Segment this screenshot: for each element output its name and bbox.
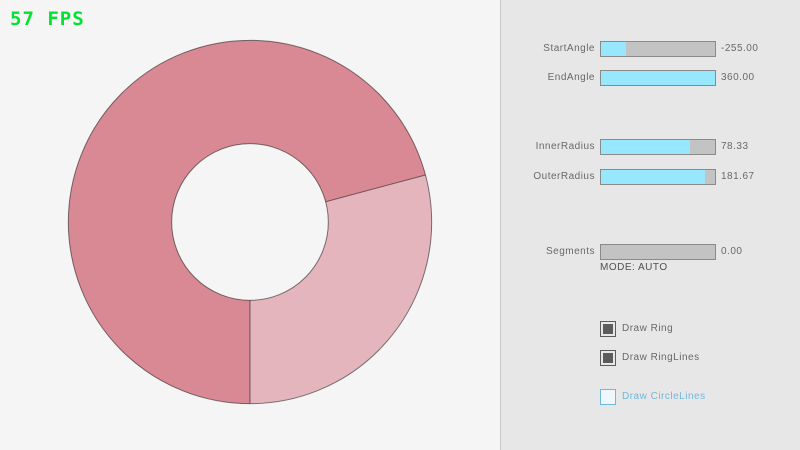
outerradius-slider[interactable] <box>600 169 716 185</box>
slider-row-startangle: StartAngle -255.00 <box>0 41 800 57</box>
draw-ring-label: Draw Ring <box>622 323 674 334</box>
innerradius-slider-fill <box>601 140 690 154</box>
innerradius-label: InnerRadius <box>535 141 595 152</box>
slider-row-segments: Segments 0.00 <box>0 244 800 260</box>
controls-panel <box>500 0 800 450</box>
outerradius-slider-fill <box>601 170 705 184</box>
draw-circlelines-checkbox-icon[interactable] <box>600 389 616 405</box>
fps-counter: 57 FPS <box>10 8 85 30</box>
endangle-slider[interactable] <box>600 70 716 86</box>
slider-row-innerradius: InnerRadius 78.33 <box>0 139 800 155</box>
slider-row-endangle: EndAngle 360.00 <box>0 70 800 86</box>
segments-slider[interactable] <box>600 244 716 260</box>
draw-ringlines-checkbox-icon[interactable] <box>600 350 616 366</box>
innerradius-value: 78.33 <box>721 141 749 152</box>
endangle-value: 360.00 <box>721 72 755 83</box>
draw-ringlines-label: Draw RingLines <box>622 352 700 363</box>
checkbox-draw-ringlines[interactable]: Draw RingLines <box>600 350 790 366</box>
draw-circlelines-label: Draw CircleLines <box>622 391 706 402</box>
ring-chart <box>67 39 433 405</box>
startangle-slider[interactable] <box>600 41 716 57</box>
checkbox-draw-circlelines[interactable]: Draw CircleLines <box>600 389 790 405</box>
startangle-slider-fill <box>601 42 627 56</box>
innerradius-slider[interactable] <box>600 139 716 155</box>
outerradius-value: 181.67 <box>721 171 755 182</box>
endangle-label: EndAngle <box>547 72 595 83</box>
segments-value: 0.00 <box>721 246 743 257</box>
slider-row-outerradius: OuterRadius 181.67 <box>0 169 800 185</box>
segments-label: Segments <box>545 246 595 257</box>
segments-mode-text: MODE: AUTO <box>600 262 668 273</box>
endangle-slider-fill <box>601 71 715 85</box>
startangle-value: -255.00 <box>721 43 759 54</box>
outerradius-label: OuterRadius <box>533 171 595 182</box>
draw-ring-checkbox-icon[interactable] <box>600 321 616 337</box>
checkbox-draw-ring[interactable]: Draw Ring <box>600 321 790 337</box>
startangle-label: StartAngle <box>543 43 595 54</box>
